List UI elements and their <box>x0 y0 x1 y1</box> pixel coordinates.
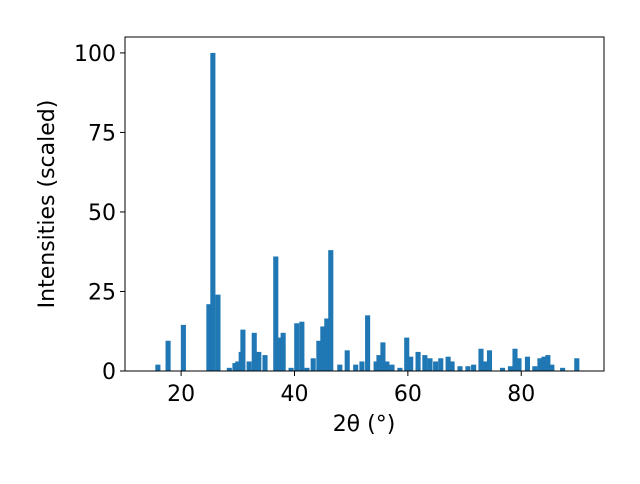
x-tick-label: 20 <box>167 382 195 407</box>
bar <box>165 340 171 371</box>
bar <box>320 326 326 371</box>
bar <box>328 250 334 371</box>
bar <box>560 367 566 371</box>
bar <box>240 329 246 371</box>
y-tick-label: 0 <box>102 360 116 385</box>
bar <box>324 318 330 371</box>
bar <box>277 337 283 371</box>
bar <box>427 358 433 371</box>
bar <box>304 367 310 371</box>
bar <box>524 356 531 371</box>
bar <box>235 361 241 371</box>
y-axis-label: Intensities (scaled) <box>35 100 60 309</box>
bar <box>445 356 451 371</box>
bar <box>380 342 386 371</box>
bar <box>344 350 350 371</box>
y-tick-label: 25 <box>88 280 116 305</box>
bar <box>262 355 268 371</box>
bar <box>465 366 471 371</box>
y-tick-label: 100 <box>74 42 116 67</box>
bar <box>359 361 365 371</box>
bar <box>471 364 477 371</box>
x-tick-label: 60 <box>394 382 422 407</box>
bar <box>422 355 428 371</box>
bar <box>478 348 484 371</box>
bar <box>299 321 305 371</box>
plot-frame <box>124 36 605 372</box>
bar <box>541 356 547 371</box>
bar <box>256 351 262 371</box>
bar <box>294 323 300 371</box>
bar <box>251 332 257 371</box>
bar <box>206 304 212 371</box>
bar <box>537 358 543 371</box>
bar <box>232 363 238 371</box>
bar <box>310 358 316 371</box>
bar <box>316 340 322 371</box>
bar <box>365 315 371 371</box>
x-axis-label: 2θ (°) <box>333 412 396 437</box>
bar <box>376 355 382 371</box>
bar <box>280 332 286 371</box>
bar <box>482 361 489 371</box>
y-tick-label: 75 <box>88 121 116 146</box>
bar <box>438 358 444 371</box>
bar <box>486 350 493 371</box>
bar <box>516 358 522 371</box>
bar <box>389 364 395 371</box>
bar <box>457 366 463 371</box>
bar <box>449 361 455 371</box>
bar <box>545 355 551 371</box>
bar <box>215 294 221 371</box>
x-tick-label: 40 <box>280 382 308 407</box>
bar <box>288 367 294 371</box>
bar <box>246 361 252 371</box>
bar <box>337 364 343 371</box>
y-tick-label: 50 <box>88 201 116 226</box>
bar <box>226 367 232 371</box>
bar <box>507 366 514 371</box>
bar <box>404 337 410 371</box>
bar <box>408 356 414 371</box>
bar <box>210 52 216 372</box>
bar <box>574 358 580 371</box>
bar <box>273 256 279 371</box>
bar <box>155 364 161 371</box>
bar <box>433 361 439 371</box>
bar <box>415 351 421 371</box>
bar <box>397 367 403 371</box>
bar <box>180 324 186 371</box>
bar <box>549 364 555 371</box>
bar <box>512 348 518 371</box>
bar <box>532 366 538 371</box>
x-tick-label: 80 <box>507 382 535 407</box>
bar <box>353 364 359 371</box>
bar <box>373 361 379 371</box>
bar <box>499 367 506 371</box>
bar <box>384 361 390 371</box>
